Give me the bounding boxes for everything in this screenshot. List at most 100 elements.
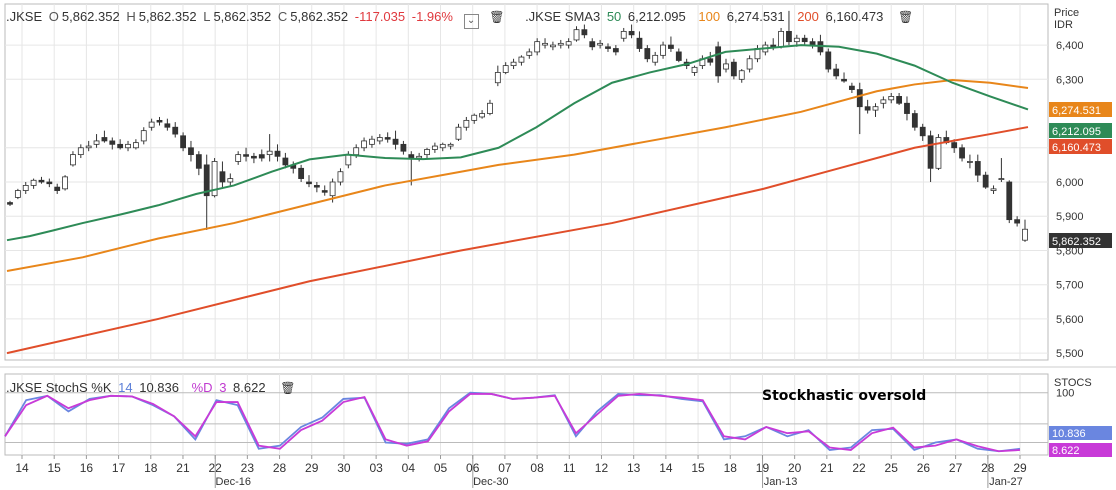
candle-body [298,167,305,179]
candle-body [825,51,832,70]
dropdown-icon[interactable]: ⌄ [463,14,479,29]
candle-body [384,137,391,140]
candle-body [967,161,973,163]
candle-body [93,140,100,145]
x-tick-label: 21 [176,461,190,475]
y-axis-title: IDR [1054,19,1073,31]
x-tick-label: 29 [1013,461,1027,475]
candle-body [1006,181,1013,221]
candle-body [581,29,588,36]
x-tick-label: 14 [15,461,29,475]
candle-body [439,143,446,149]
candle-body [982,174,989,188]
candle-body [77,147,84,156]
sma100-line [6,78,1029,272]
candle-body [1022,228,1028,241]
candle-body [282,157,289,166]
candle-body [801,37,808,43]
candle-body [778,30,784,48]
candle-body [117,143,124,149]
price-tag [1049,233,1112,248]
candle-body [345,154,352,166]
candle-body [573,29,580,41]
candle-body [235,154,242,162]
candle-body [534,41,541,53]
x-tick-label: 21 [820,461,834,475]
candle-body [211,161,218,197]
x-major-label: Jan-27 [989,476,1023,488]
candle-body [62,176,68,190]
trash-icon[interactable]: 🗑 [280,381,296,395]
candle-body [125,143,131,149]
x-major-label: Jan-13 [764,476,798,488]
candle-body [896,96,903,104]
sma100-period: 100 [698,9,721,24]
low-label: L [203,9,211,24]
candle-body [38,179,45,183]
candle-body [998,178,1005,180]
y-tick-label: 6,300 [1056,74,1084,86]
x-tick-label: 25 [885,461,899,475]
candle-body [502,65,509,73]
candle-body [675,51,682,61]
x-tick-label: 18 [144,461,158,475]
candle-body [392,138,399,145]
candle-body [479,113,485,118]
candle-body [188,147,194,156]
candle-body [487,102,493,114]
high-label: H [126,9,136,24]
candle-body [227,178,234,183]
candle-body [652,54,659,63]
x-tick-label: 30 [337,461,351,475]
sma100-value: 6,274.531 [726,9,785,24]
candle-body [172,126,179,135]
stoch-label: .JKSE StochS %K [6,380,112,395]
candle-body [919,126,926,137]
candle-body [786,30,792,43]
y-tick-label: 5,600 [1056,314,1084,326]
candle-body [833,68,840,77]
x-tick-label: 13 [627,461,641,475]
x-tick-label: 15 [691,461,705,475]
candle-body [313,185,320,188]
trash-icon[interactable]: 🗑 [489,10,505,24]
candle-body [400,143,407,152]
y-axis-title: Price [1054,7,1079,19]
d-tag [1049,443,1112,457]
x-tick-label: 27 [949,461,963,475]
candle-body [337,171,344,183]
symbol-label: .JKSE [6,9,43,24]
candle-body [612,48,619,53]
x-tick-label: 11 [563,461,576,475]
sma200-period: 200 [797,9,819,24]
candle-body [793,37,800,43]
trash-icon[interactable]: 🗑 [897,10,914,24]
d-tag-label: 8.622 [1052,445,1080,457]
high-value: 5,862.352 [138,9,197,24]
candle-body [22,185,29,191]
candle-body [243,154,249,157]
sma50-period: 50 [606,9,622,24]
candle-body [148,121,155,128]
candle-body [274,150,281,157]
candle-body [723,63,729,70]
candle-body [510,61,517,67]
candle-body [557,42,564,46]
candle-body [14,190,21,198]
candle-body [872,106,879,111]
stoch-header: .JKSE StochS %K 14 10.836 %D 3 8.622 🗑 [6,380,298,395]
x-tick-label: 03 [369,461,383,475]
candle-body [54,186,61,191]
open-value: 5,862.352 [61,9,120,24]
y-tick-label: 5,900 [1056,211,1084,223]
x-tick-label: 20 [788,461,802,475]
candle-body [101,137,108,142]
x-tick-label: 29 [305,461,319,475]
candle-body [416,155,423,159]
candle-body [251,155,257,159]
close-value: 5,862.352 [290,9,349,24]
x-major-label: Dec-30 [473,476,508,488]
price-header: .JKSE O 5,862.352 H 5,862.352 L 5,862.352 C… [6,9,916,29]
sma200-value: 6,160.473 [825,9,884,24]
candle-body [974,161,981,176]
